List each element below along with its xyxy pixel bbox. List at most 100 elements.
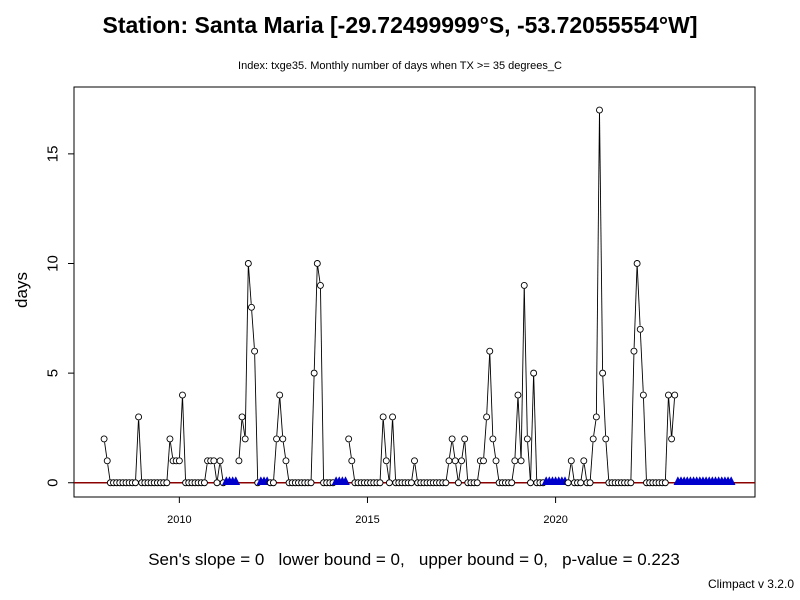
x-tick-label: 2010 [167,514,191,526]
data-point [523,435,531,443]
data-point [345,435,353,443]
series-line-segment [273,442,277,480]
series-line-segment [671,398,675,436]
series-line-segment [313,266,318,370]
data-point [210,457,218,465]
series-line-segment [605,442,610,480]
series-line-segment [511,464,515,480]
data-point [480,457,487,465]
series-line-segment [520,288,525,458]
data-point [458,457,465,465]
series-line-segment [251,310,255,348]
series-line-segment [571,464,575,480]
missing-value-marker [726,476,736,485]
data-point [100,435,108,443]
data-point [514,391,522,399]
data-point [238,413,246,421]
series-line-segment [310,376,315,480]
data-point [407,479,415,487]
series-line-segment [452,442,456,458]
series-line-segment [633,266,638,348]
data-point [448,435,456,443]
data-point [483,413,491,421]
series-line-segment [276,398,280,436]
data-point [592,413,600,421]
series-line-segment [320,288,324,480]
data-point [671,391,679,399]
data-point [599,369,607,377]
series-line-segment [386,464,390,480]
y-tick-label: 0 [44,479,61,487]
series-line-segment [204,464,208,480]
series-line-segment [286,464,290,480]
y-axis-label: days [12,272,31,308]
series-line-segment [568,464,572,480]
series-line-segment [382,420,387,458]
y-tick-label: 5 [44,369,61,377]
data-point [316,281,324,289]
series-line-segment [242,420,246,436]
data-point [492,457,500,465]
data-point [442,479,450,487]
data-point [486,347,494,355]
series-line-segment [464,442,469,480]
series-line-segment [595,113,600,414]
series-line-segment [414,464,418,480]
series-line-segment [643,398,647,480]
series-line-segment [220,464,224,480]
data-point [166,435,174,443]
series-line-segment [523,288,528,436]
series-line-segment [445,464,449,480]
series-line-segment [166,442,171,480]
missing-value-marker [341,476,350,485]
data-point [213,479,221,487]
data-point [276,391,284,399]
data-point [175,457,183,465]
chart-subtitle: Index: txge35. Monthly number of days wh… [238,60,562,72]
data-point [179,391,186,399]
data-point [244,260,252,267]
series-line-segment [213,464,217,480]
series-line-segment [449,442,453,458]
series-line-segment [514,398,519,458]
data-point [273,435,280,443]
data-point [511,457,519,465]
series-line-segment [455,464,459,480]
series-line-segment [527,442,531,480]
series-line-segment [461,442,465,458]
series-line-segment [639,332,644,392]
series-line-segment [483,420,487,458]
series-line-segment [477,464,481,480]
series-line-segment [589,442,594,480]
data-point [163,479,171,487]
data-point [630,347,638,355]
plot-frame [73,86,756,498]
series-line-segment [392,420,396,480]
plot-area: 2010 2015 2020 0 5 10 15 [44,86,756,526]
data-point [665,391,672,399]
missing-value-marker [231,476,241,485]
series-line-segment [282,442,286,458]
series-line-segment [138,420,143,480]
series-line-segment [411,464,415,480]
series-line-segment [530,376,534,480]
data-point [627,479,635,487]
data-point [235,457,243,465]
chart-title: Station: Santa Maria [-29.72499999°S, -5… [102,12,698,38]
data-point [200,479,208,487]
climpact-credit: Climpact v 3.2.0 [707,577,794,591]
data-point [636,325,644,333]
series-line-segment [517,398,522,458]
series-line-segment [665,398,669,480]
series-line-segment [636,266,641,326]
data-point [520,281,528,289]
series-line-segment [533,376,538,480]
series-line-segment [179,398,183,458]
series-line-segment [602,376,607,436]
data-point [135,413,143,421]
data-point [310,369,318,377]
data-point [473,479,481,487]
data-point [382,457,390,465]
series-line-segment [668,398,672,436]
